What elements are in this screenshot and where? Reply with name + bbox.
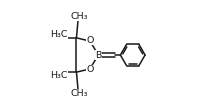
Text: B: B: [95, 50, 102, 60]
Text: O: O: [86, 36, 94, 45]
Text: H₃C: H₃C: [50, 71, 68, 80]
Text: H₃C: H₃C: [50, 30, 68, 39]
Text: CH₃: CH₃: [70, 12, 88, 21]
Text: CH₃: CH₃: [70, 89, 88, 98]
Text: O: O: [86, 65, 94, 74]
